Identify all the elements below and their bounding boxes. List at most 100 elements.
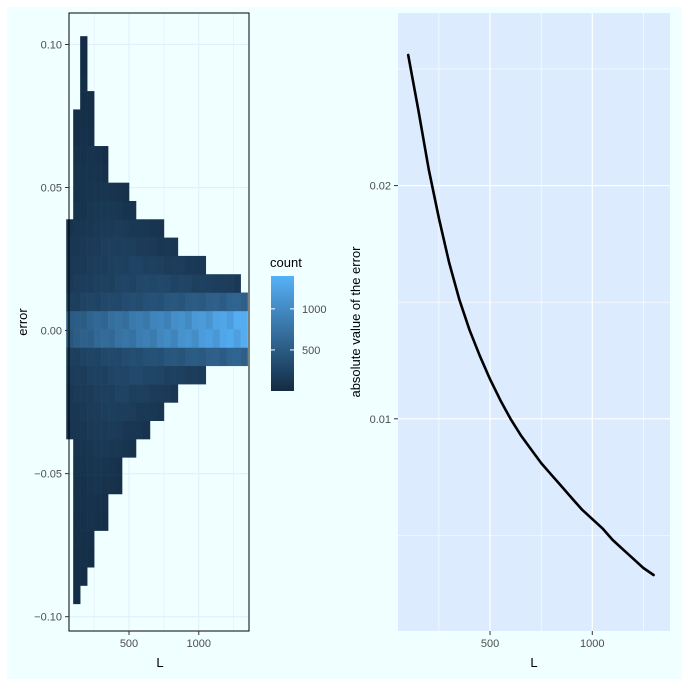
error-curve-line [406,53,655,577]
heatmap-tile [177,310,186,330]
heatmap-tile [184,329,193,348]
heatmap-tile [135,219,144,238]
heatmap-tile [94,493,102,513]
heatmap-tile [129,219,137,238]
heatmap-tile [101,237,109,257]
heatmap-tile [108,347,116,367]
heatmap-tile [129,310,137,330]
heatmap-tile [66,255,74,275]
heatmap-tile [80,420,88,440]
heatmap-tile [191,347,200,367]
heatmap-tile [101,329,109,348]
heatmap-tile [142,292,151,312]
heatmap-tile [226,347,234,367]
heatmap-tile [142,420,151,440]
line-x-axis-label: L [530,655,537,670]
heatmap-tile [115,237,123,257]
heatmap-tile [108,274,116,293]
heatmap-tile [94,329,102,348]
heatmap-tile [184,365,193,385]
heatmap-tile [80,219,88,238]
heatmap-tile [80,182,88,202]
heatmap-tile [80,255,88,275]
heatmap-tile [73,530,81,550]
heatmap-tile [101,512,109,531]
heatmap-tile [87,292,95,312]
heatmap-tile [73,164,81,183]
heatmap-tile [219,347,227,367]
heatmap-tile [94,475,102,495]
heatmap-tile [122,347,130,367]
line-x-tick-label: 1000 [580,638,604,650]
heatmap-tile [66,219,74,238]
heatmap-y-tick-label: 0.05 [41,183,62,195]
heatmap-tile [149,255,158,275]
heatmap-tile [156,402,165,422]
heatmap-tile [94,402,102,422]
heatmap-tile [177,292,186,312]
heatmap-tile [191,365,200,385]
heatmap-tile [198,274,207,293]
heatmap-tile [122,329,130,348]
heatmap-tile [149,219,158,238]
heatmap-tile [80,127,88,147]
heatmap-tile [80,439,88,458]
heatmap-tile [73,512,81,531]
heatmap-tile [142,347,151,367]
heatmap-tile [94,182,102,202]
heatmap-tile [212,347,220,367]
line-panel [398,13,670,631]
heatmap-tile [205,274,214,293]
heatmap-tile [135,329,144,348]
heatmap-tile [149,384,158,403]
heatmap-tile [142,365,151,385]
heatmap-tile [233,292,241,312]
heatmap-tile [129,200,137,220]
heatmap-tile [240,347,248,367]
heatmap-tile [101,475,109,495]
heatmap-tile [73,127,81,147]
heatmap-tile [66,420,74,440]
heatmap-tile [80,548,88,568]
heatmap-tile [73,384,81,403]
heatmap-tile [149,310,158,330]
heatmap-tile [122,365,130,385]
heatmap-tile [142,402,151,422]
heatmap-tile [135,365,144,385]
heatmap-tile [87,109,95,129]
heatmap-tile [94,255,102,275]
heatmap-tile [80,91,88,110]
heatmap-tile [135,402,144,422]
heatmap-tile [156,292,165,312]
heatmap-tile [101,493,109,513]
heatmap-tile [94,292,102,312]
heatmap-tile [122,219,130,238]
heatmap-tile [80,530,88,550]
heatmap-tile [129,402,137,422]
heatmap-tile [80,292,88,312]
heatmap-tile [135,347,144,367]
heatmap-tile [80,512,88,531]
heatmap-tiles [66,36,248,605]
heatmap-tile [177,255,186,275]
heatmap-tile [240,329,248,348]
heatmap-tile [101,310,109,330]
heatmap-tile [87,347,95,367]
heatmap-tile [115,200,123,220]
heatmap-tile [184,347,193,367]
heatmap-tile [219,292,227,312]
heatmap-tile [129,329,137,348]
heatmap-tile [115,439,123,458]
heatmap-tile [198,255,207,275]
heatmap-tile [149,237,158,257]
heatmap-tile [80,475,88,495]
heatmap-tile [108,292,116,312]
line-grid [398,13,670,631]
heatmap-tile [115,365,123,385]
heatmap-tile [87,127,95,147]
heatmap-tile [122,237,130,257]
heatmap-tile [66,310,74,330]
heatmap-tile [101,255,109,275]
heatmap-tile [73,493,81,513]
line-y-ticks: 0.01 0.02 [370,181,398,426]
